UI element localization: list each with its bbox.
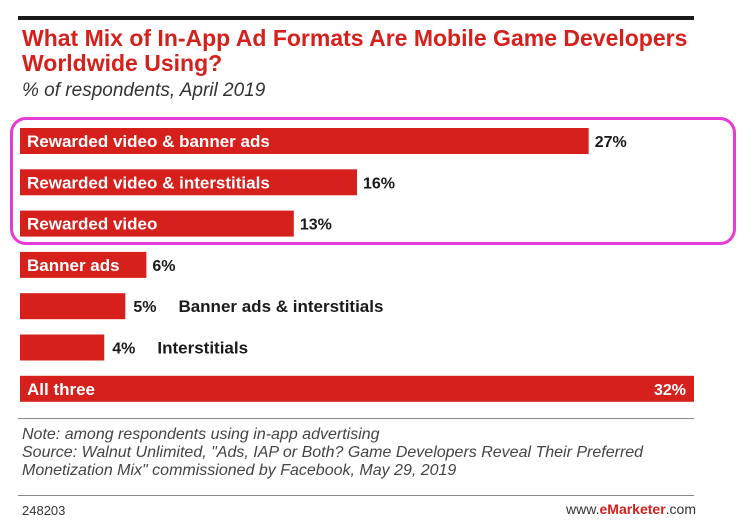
value-label: 6% <box>152 258 175 275</box>
brand-prefix: www. <box>566 501 600 517</box>
bar <box>20 210 294 237</box>
bottom-rule <box>18 418 694 419</box>
bar <box>20 334 105 361</box>
top-rule <box>18 16 694 20</box>
category-label: Rewarded video & interstitials <box>27 173 270 192</box>
bar <box>20 128 589 154</box>
brand-name: eMarketer <box>599 501 666 517</box>
value-label: 4% <box>112 341 135 358</box>
category-label: All three <box>27 380 95 399</box>
chart-id: 248203 <box>22 503 66 518</box>
category-label: Banner ads <box>27 256 120 275</box>
value-label: 13% <box>300 217 332 234</box>
value-label: 5% <box>133 299 156 316</box>
value-label: 16% <box>363 175 395 192</box>
bar-chart: Rewarded video & banner ads 27% Rewarded v… <box>20 128 694 402</box>
bar <box>20 251 147 278</box>
category-label: Banner ads & interstitials <box>178 297 383 316</box>
footer-rule <box>18 495 694 496</box>
chart-note: Note: among respondents using in-app adv… <box>22 426 712 480</box>
category-label: Interstitials <box>157 339 248 358</box>
value-label: 27% <box>595 134 627 151</box>
bar <box>20 293 126 320</box>
chart-subtitle: % of respondents, April 2019 <box>22 80 266 101</box>
bar <box>20 169 357 196</box>
chart-title: What Mix of In-App Ad Formats Are Mobile… <box>22 25 688 76</box>
note-text: Note: among respondents using in-app adv… <box>22 426 380 443</box>
category-label: Rewarded video <box>27 215 157 234</box>
value-label: 32% <box>654 382 686 399</box>
brand-suffix: .com <box>665 501 696 517</box>
category-label: Rewarded video & banner ads <box>27 132 270 151</box>
brand-url[interactable]: www.eMarketer.com <box>566 501 696 517</box>
source-text: Source: Walnut Unlimited, "Ads, IAP or B… <box>22 444 644 479</box>
bar <box>20 375 694 402</box>
